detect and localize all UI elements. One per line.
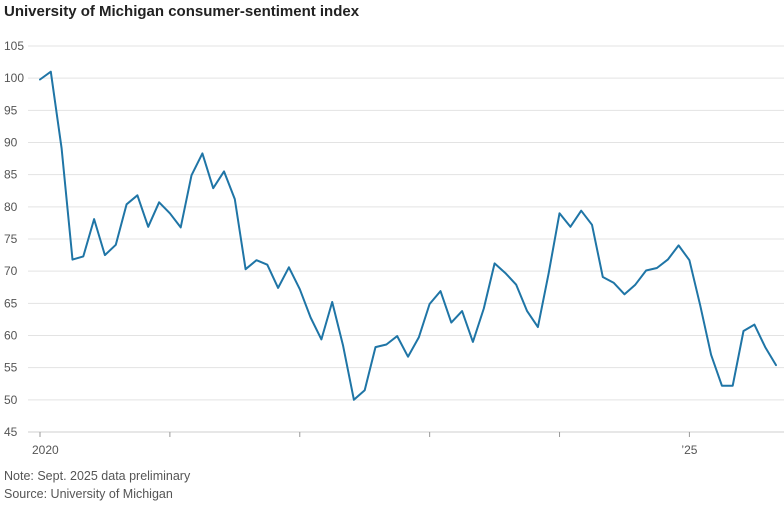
y-tick-label-100: 100 xyxy=(4,71,24,85)
y-tick-label-50: 50 xyxy=(4,393,18,407)
data-series xyxy=(39,70,777,401)
chart-title: University of Michigan consumer-sentimen… xyxy=(4,3,360,20)
chart-source: Source: University of Michigan xyxy=(4,487,173,501)
y-tick-label-95: 95 xyxy=(4,103,18,117)
y-tick-label-90: 90 xyxy=(4,136,18,150)
y-tick-label-80: 80 xyxy=(4,200,18,214)
y-tick-label-85: 85 xyxy=(4,168,18,182)
y-tick-label-105: 105 xyxy=(4,39,24,53)
y-tick-label-65: 65 xyxy=(4,296,18,310)
y-tick-label-70: 70 xyxy=(4,264,18,278)
x-axis: 2020 ’25 xyxy=(28,431,784,457)
y-tick-label-60: 60 xyxy=(4,329,18,343)
y-tick-label-45: 45 xyxy=(4,425,18,439)
y-tick-label-75: 75 xyxy=(4,232,18,246)
x-tick-label: 2020 xyxy=(32,443,59,457)
y-tick-label-55: 55 xyxy=(4,361,18,375)
gridlines xyxy=(28,45,784,401)
y-axis-tick-labels: 105 100 95 90 85 80 75 70 65 60 55 50 45 xyxy=(4,39,24,439)
series-line xyxy=(39,70,777,401)
x-tick-label: ’25 xyxy=(681,443,697,457)
chart-note: Note: Sept. 2025 data preliminary xyxy=(4,469,191,483)
